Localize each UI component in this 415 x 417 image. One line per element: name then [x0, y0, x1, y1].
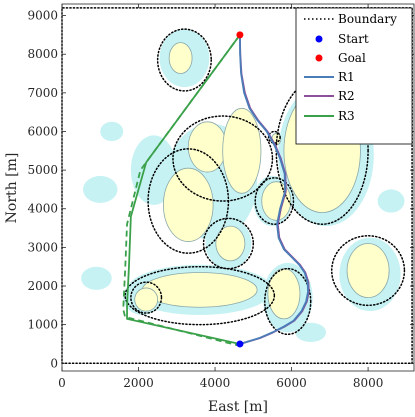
x-tick-label: 2000 — [123, 376, 154, 390]
island-2 — [187, 121, 227, 173]
island-8 — [346, 243, 390, 299]
exclusion-zone-4 — [254, 177, 295, 225]
x-tick-label: 8000 — [353, 376, 384, 390]
exclusion-zone-1 — [156, 28, 212, 92]
island-10 — [267, 268, 301, 320]
y-tick-label: 0 — [50, 356, 58, 370]
exclusion-zone-9 — [264, 267, 312, 336]
exclusion-zone-10 — [130, 281, 163, 314]
island-4 — [162, 167, 214, 242]
route-r1-line — [239, 34, 309, 345]
x-tick-label: 0 — [58, 376, 66, 390]
x-tick-label: 4000 — [200, 376, 231, 390]
exclusion-zone-7 — [330, 235, 406, 307]
y-tick-label: 6000 — [27, 124, 58, 138]
y-tick-label: 5000 — [27, 163, 58, 177]
island-1 — [168, 42, 193, 74]
island-3 — [222, 107, 262, 194]
legend-label-r2: R2 — [338, 89, 355, 103]
shallow-water-2 — [130, 135, 177, 205]
y-tick-label: 1000 — [27, 318, 58, 332]
exclusion-zone-8 — [124, 265, 276, 326]
axis-ticks: 0 2000 4000 6000 8000 0 1000 2000 3000 4000 5000 60… — [27, 4, 414, 390]
y-tick-label: 3000 — [27, 240, 58, 254]
exclusion-zone-3 — [147, 148, 230, 254]
legend: Boundary Start Goal R1 R2 R3 — [295, 7, 413, 145]
legend-swatch-start — [315, 35, 323, 43]
legend-label-start: Start — [338, 32, 369, 46]
shallow-water-13 — [100, 121, 124, 142]
legend-label-boundary: Boundary — [338, 12, 397, 26]
legend-label-r3: R3 — [338, 109, 355, 123]
route-r3-line — [126, 34, 241, 345]
goal-marker — [236, 31, 244, 39]
x-axis-title: East [m] — [208, 399, 268, 415]
island-7 — [215, 225, 246, 262]
x-tick-label: 6000 — [276, 376, 307, 390]
y-tick-label: 7000 — [27, 86, 58, 100]
exclusion-zone-2 — [172, 115, 274, 202]
y-tick-label: 4000 — [27, 202, 58, 216]
start-marker — [236, 340, 244, 348]
y-tick-label: 2000 — [27, 279, 58, 293]
legend-label-r1: R1 — [338, 70, 355, 84]
shallow-water-15 — [377, 189, 405, 213]
y-tick-label: 9000 — [27, 9, 58, 23]
legend-label-goal: Goal — [338, 51, 366, 65]
shallow-water-12 — [81, 266, 112, 290]
shallow-water-11 — [83, 175, 118, 203]
plot-frame — [61, 3, 415, 372]
route-layer — [122, 34, 310, 347]
island-11 — [134, 287, 159, 312]
marker-layer — [236, 31, 244, 348]
y-tick-label: 8000 — [27, 47, 58, 61]
legend-swatch-goal — [315, 54, 323, 62]
y-axis-title: North [m] — [4, 153, 20, 224]
shallow-water-14 — [295, 322, 326, 343]
